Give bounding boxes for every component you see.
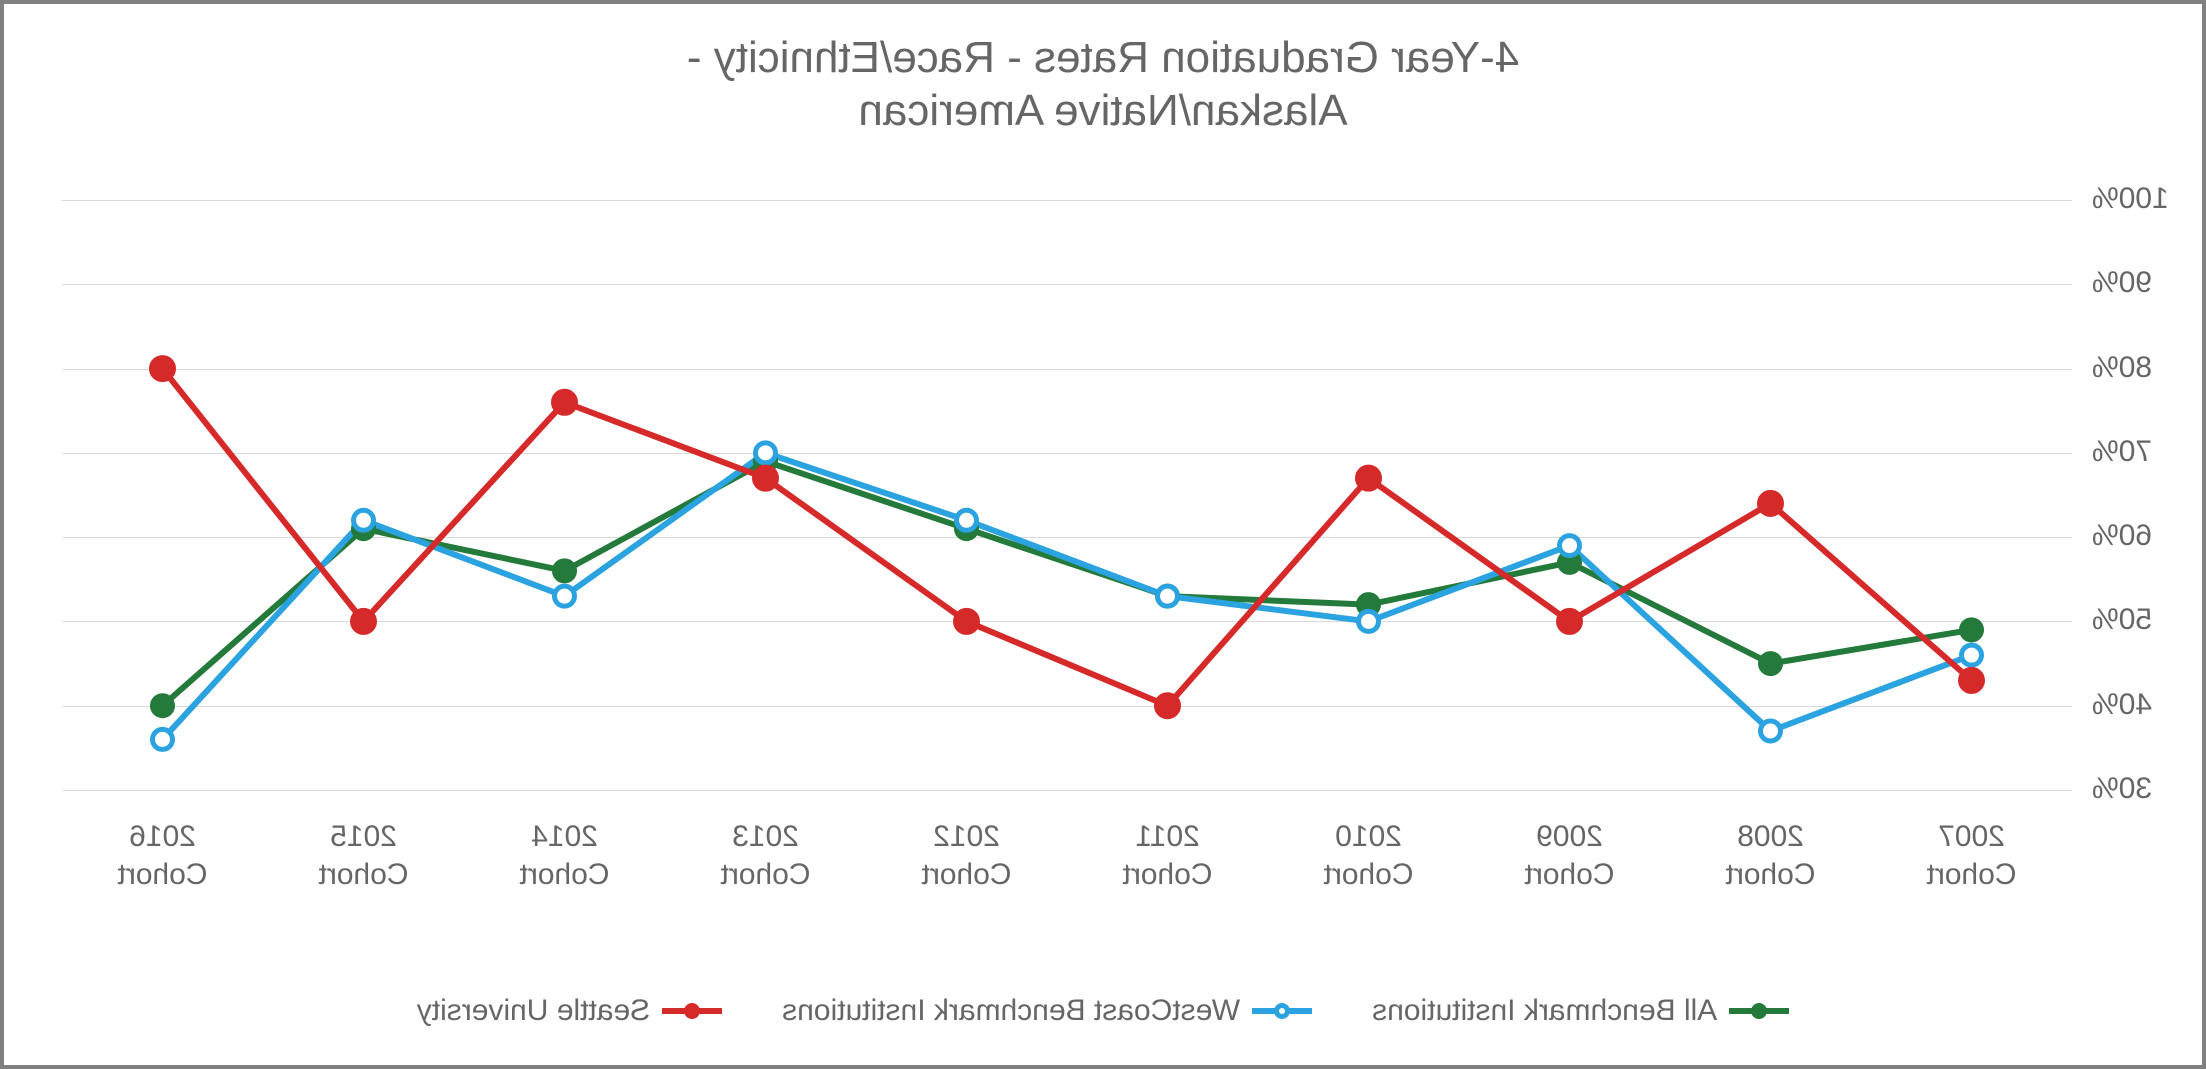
legend-swatch (1729, 1008, 1789, 1014)
x-axis-label: 2011 Cohort (1067, 818, 1268, 893)
series-marker (1760, 492, 1782, 514)
series-marker (957, 510, 977, 530)
series-marker (153, 696, 173, 716)
legend-item: Seattle University (417, 994, 722, 1028)
y-axis-label: 40% (2092, 688, 2152, 722)
series-marker (152, 358, 174, 380)
series-marker (1761, 654, 1781, 674)
chart-container: 4-Year Graduation Rates - Race/Ethnicity… (0, 0, 2206, 1069)
y-axis-label: 70% (2092, 435, 2152, 469)
series-marker (755, 467, 777, 489)
series-marker (1560, 536, 1580, 556)
x-axis-label: 2015 Cohort (263, 818, 464, 893)
series-marker (1358, 467, 1380, 489)
legend-marker (1751, 1003, 1767, 1019)
x-axis-label: 2013 Cohort (665, 818, 866, 893)
legend-item: All Benchmark Institutions (1372, 994, 1789, 1028)
legend-swatch (662, 1008, 722, 1014)
legend-label: WestCoast Benchmark Institutions (782, 994, 1240, 1028)
y-axis-label: 100% (2092, 182, 2169, 216)
x-axis-label: 2009 Cohort (1469, 818, 1670, 893)
series-line (163, 369, 1972, 706)
legend-label: Seattle University (417, 994, 650, 1028)
y-axis-label: 60% (2092, 519, 2152, 553)
series-marker (756, 443, 776, 463)
series-marker (956, 610, 978, 632)
x-axis-label: 2008 Cohort (1670, 818, 1871, 893)
series-marker (353, 610, 375, 632)
legend-item: WestCoast Benchmark Institutions (782, 994, 1312, 1028)
legend: All Benchmark Institutions WestCoast Benc… (4, 994, 2202, 1028)
series-marker (555, 586, 575, 606)
y-axis-label: 90% (2092, 266, 2152, 300)
y-axis-label: 80% (2092, 351, 2152, 385)
series-marker (1157, 695, 1179, 717)
y-axis-label: 50% (2092, 603, 2152, 637)
y-axis-label: 30% (2092, 772, 2152, 806)
series-marker (1359, 611, 1379, 631)
gridline (62, 790, 2072, 791)
series-marker (153, 729, 173, 749)
series-marker (1158, 586, 1178, 606)
series-marker (1761, 721, 1781, 741)
series-marker (1962, 620, 1982, 640)
x-axis-label: 2007 Cohort (1871, 818, 2072, 893)
chart-title: 4-Year Graduation Rates - Race/Ethnicity… (4, 32, 2202, 138)
x-axis-label: 2016 Cohort (62, 818, 263, 893)
series-marker (1559, 610, 1581, 632)
series-marker (554, 391, 576, 413)
series-marker (555, 561, 575, 581)
legend-marker (1274, 1003, 1290, 1019)
x-axis-label: 2010 Cohort (1268, 818, 1469, 893)
legend-label: All Benchmark Institutions (1372, 994, 1717, 1028)
plot-area (62, 200, 2072, 790)
x-axis-label: 2012 Cohort (866, 818, 1067, 893)
series-marker (1961, 669, 1983, 691)
x-axis-label: 2014 Cohort (464, 818, 665, 893)
chart-svg (62, 200, 2072, 790)
mirrored-content: 4-Year Graduation Rates - Race/Ethnicity… (4, 4, 2202, 1065)
legend-marker (684, 1003, 700, 1019)
series-line (163, 453, 1972, 740)
legend-swatch (1252, 1008, 1312, 1014)
series-marker (1962, 645, 1982, 665)
series-marker (354, 510, 374, 530)
